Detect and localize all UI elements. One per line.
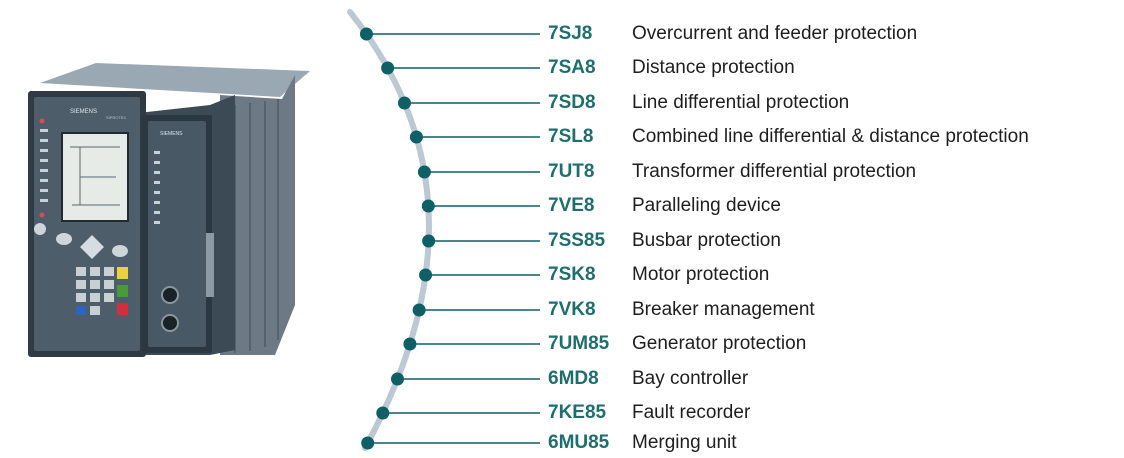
product-description: Line differential protection [632,92,850,113]
arc-dot [403,337,417,351]
arc-dot [419,268,433,282]
product-description: Combined line differential & distance pr… [632,126,1029,147]
siprotec-device-image: SIEMENS SIEMENS SIPROTEC [28,63,310,357]
brand-label: SIEMENS [70,109,97,115]
brand-label-module: SIEMENS [160,131,183,137]
product-code: 7SD8 [548,92,596,113]
product-description: Motor protection [632,264,770,285]
product-code: 7UT8 [548,161,595,182]
arc-dot [421,199,435,213]
arc-dot [409,130,423,144]
arc-dot [376,406,390,420]
product-code: 6MD8 [548,368,599,389]
arc-dot [397,96,411,110]
product-description: Overcurrent and feeder protection [632,23,918,44]
arc-dot [412,303,426,317]
product-description: Transformer differential protection [632,161,917,182]
product-code: 7VE8 [548,195,595,216]
product-description: Paralleling device [632,195,781,216]
product-code: 7VK8 [548,299,596,320]
product-description: Fault recorder [632,402,751,423]
product-code: 7SL8 [548,126,594,147]
product-description: Distance protection [632,57,795,78]
product-description: Bay controller [632,368,749,389]
arc-dot [361,436,375,450]
arc-dot [417,165,431,179]
arc-curve [347,9,432,451]
product-description: Busbar protection [632,230,781,251]
arc-dot [359,27,373,41]
product-code: 6MU85 [548,432,610,453]
product-code: 7UM85 [548,333,610,354]
product-description: Breaker management [632,299,815,320]
arc-dot [391,372,405,386]
series-label: SIPROTEC [106,115,127,120]
product-code: 7SS85 [548,230,606,251]
product-code: 7SK8 [548,264,596,285]
product-description: Generator protection [632,333,807,354]
product-description: Merging unit [632,432,737,453]
product-code: 7SJ8 [548,23,593,44]
arc-dot [422,234,436,248]
product-code: 7SA8 [548,57,596,78]
arc-dot [381,61,395,75]
product-code: 7KE85 [548,402,607,423]
